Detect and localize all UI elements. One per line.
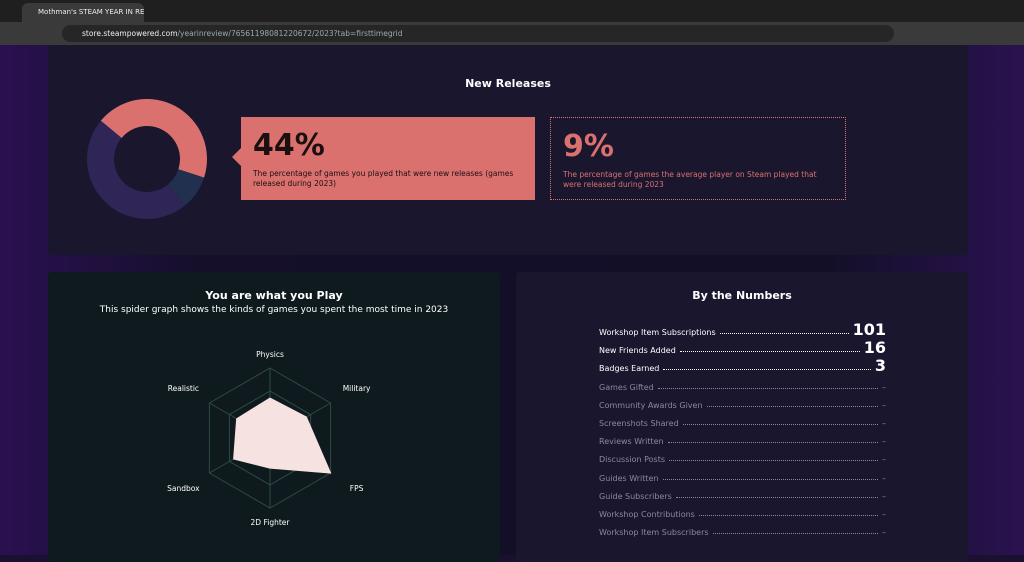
stat-text: The percentage of games you played that …	[253, 169, 514, 188]
stat-number: –	[882, 473, 886, 483]
stat-number: –	[882, 437, 886, 447]
dot-leader	[698, 515, 878, 516]
dot-leader	[719, 333, 849, 334]
stat-label: Workshop Item Subscriptions	[599, 328, 716, 337]
stat-number: 101	[852, 320, 886, 339]
dot-leader	[679, 351, 860, 353]
stat-text: The percentage of games the average play…	[563, 170, 817, 189]
stat-row: Community Awards Given –	[599, 396, 886, 410]
stat-number: –	[882, 382, 886, 392]
stat-label: Guide Subscribers	[599, 491, 672, 501]
stat-row: Reviews Written –	[599, 432, 886, 446]
stat-number: 16	[863, 338, 886, 358]
radar-title: You are what you Play	[205, 289, 343, 302]
stat-label: Guides Written	[599, 473, 659, 483]
tab-bar	[0, 0, 1024, 22]
dot-leader	[663, 369, 871, 371]
section-title: New Releases	[465, 77, 551, 90]
stat-row: New Friends Added 16	[599, 338, 886, 358]
numbers-panel	[516, 272, 968, 562]
url-host: store.steampowered.com	[82, 29, 178, 38]
radar-area	[233, 397, 332, 474]
numbers-title: By the Numbers	[692, 289, 792, 302]
dot-leader	[667, 442, 878, 444]
stat-number: –	[882, 510, 886, 519]
stat-label: Screenshots Shared	[599, 419, 679, 428]
donut-segment	[168, 169, 205, 206]
stat-label: Reviews Written	[599, 437, 664, 447]
donut-segment	[86, 120, 186, 220]
card-pointer	[232, 148, 241, 166]
dot-leader	[682, 424, 878, 425]
stat-row: Games Gifted –	[599, 378, 886, 392]
stat-row: Workshop Item Subscribers –	[599, 523, 886, 537]
address-bar[interactable]: store.steampowered.com/yearinreview/7656…	[62, 25, 894, 42]
stat-label: Games Gifted	[599, 382, 654, 392]
radar-axis-label: Military	[343, 384, 371, 393]
stat-label: Discussion Posts	[599, 455, 665, 465]
dot-leader	[706, 405, 878, 407]
stat-label: Community Awards Given	[599, 400, 703, 410]
stat-number: 3	[874, 356, 886, 376]
dot-leader	[657, 387, 878, 389]
stat-value: 9%	[563, 129, 614, 164]
stat-number: –	[882, 528, 886, 538]
radar-axis-label: Physics	[256, 350, 284, 359]
stat-label: Workshop Item Subscribers	[599, 528, 709, 538]
stat-row: Workshop Contributions –	[599, 505, 886, 519]
stat-number: –	[882, 491, 886, 501]
stat-number: –	[882, 455, 886, 465]
stat-label: New Friends Added	[599, 346, 676, 356]
dot-leader	[675, 496, 878, 498]
stat-row: Guide Subscribers –	[599, 487, 886, 501]
browser-tab[interactable]: Mothman's STEAM YEAR IN RE	[22, 3, 144, 22]
stat-card: 44% The percentage of games you played th…	[241, 117, 535, 200]
donut-segment	[100, 99, 207, 178]
stat-label: Badges Earned	[599, 364, 660, 374]
radar-axis-label: Realistic	[168, 384, 199, 393]
stat-number: –	[882, 400, 886, 410]
stat-card: 9% The percentage of games the average pl…	[550, 117, 846, 200]
stat-label: Workshop Contributions	[599, 510, 695, 519]
radar-subtitle: This spider graph shows the kinds of gam…	[99, 305, 449, 315]
dot-leader	[669, 460, 878, 462]
stat-row: Discussion Posts –	[599, 450, 886, 464]
stat-row: Guides Written –	[599, 469, 886, 483]
dot-leader	[662, 478, 878, 480]
stat-row: Screenshots Shared –	[599, 414, 886, 428]
dot-leader	[712, 533, 878, 535]
url-path: /yearinreview/76561198081220672/2023?tab…	[177, 29, 403, 38]
radar-axis-label: Sandbox	[167, 484, 200, 493]
stat-row: Badges Earned 3	[599, 356, 886, 376]
radar-axis-label: 2D Fighter	[251, 518, 291, 527]
stat-row: Workshop Item Subscriptions 101	[599, 320, 886, 339]
radar-axis-label: FPS	[350, 484, 364, 493]
stat-value: 44%	[253, 128, 325, 163]
stat-number: –	[882, 419, 886, 428]
